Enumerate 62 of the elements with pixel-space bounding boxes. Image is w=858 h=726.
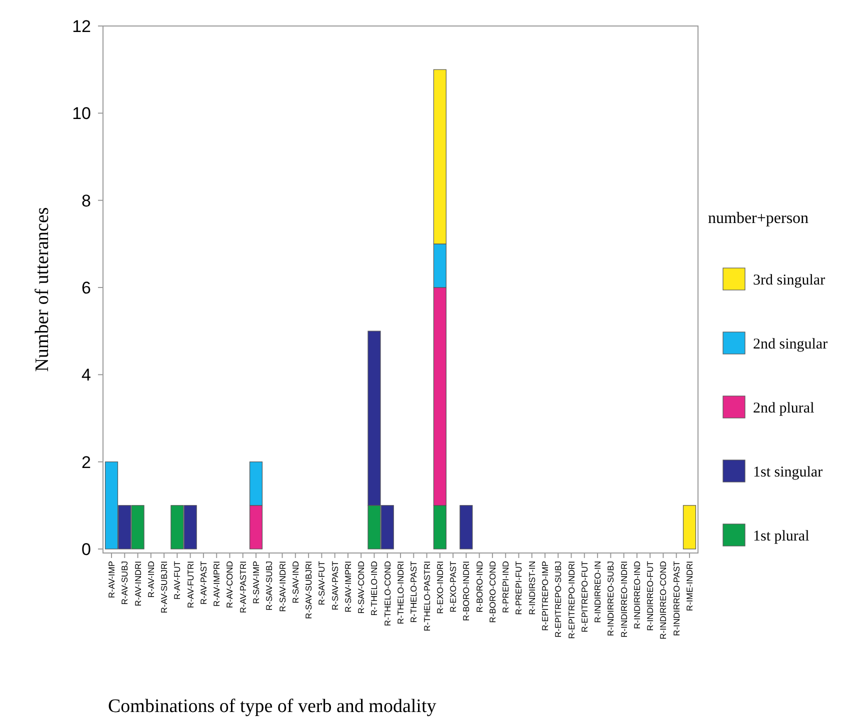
x-tick-label: R-BORO-INDRI [461,561,472,621]
x-tick-label: R-EPITREPO-INDRI [566,561,576,639]
x-tick-label: R-AV-PASTRI [238,561,248,614]
legend-label: 2nd plural [753,400,814,416]
x-tick-label: R-SAV-IMPRI [342,561,353,612]
x-tick-label: R-SAV-INDRI [277,561,288,612]
x-tick-label: R-PREPI-IND [500,561,511,613]
x-tick-label: R-AV-SUBJ [120,561,130,605]
legend-title: number+person [708,210,809,227]
x-tick-label: R-SAV-SUBJ [264,561,274,610]
bar [682,505,696,550]
y-tick-label: 12 [72,16,91,36]
x-tick-label: R-SAV-IMP [251,560,261,604]
x-tick-label: R-THELO-IND [369,561,380,616]
y-tick-label: 2 [82,452,91,472]
x-tick-label: R-THELO-PASTRI [422,561,432,632]
x-tick-label: R-SAV-IND [290,561,300,604]
x-tick-label: R-INDIRREO-COND [658,561,668,640]
x-tick-label: R-EXO-PAST [448,561,458,612]
x-tick-label: R-INDIRREO-IND [632,561,642,629]
x-tick-label: R-EPITREPO-SUBJ [553,561,564,638]
x-tick-label: R-EPITREPO-FUT [579,561,590,632]
x-tick-label: R-INDIRREO-FUT [645,561,656,631]
x-tick-label: R-INDIRST-IN [526,561,537,615]
y-tick-label: 0 [82,540,91,559]
x-tick-label: R-THELO-PAST [408,561,419,623]
x-tick-label: R-BORO-COND [487,561,498,623]
x-tick-label: R-SAV-SUBJRI [304,561,314,619]
x-tick-label: R-AV-SUBJRI [159,561,170,614]
x-tick-label: R-AV-COND [224,561,235,608]
x-tick-label: R-AV-IND [146,561,156,598]
y-tick-label: 8 [82,191,91,210]
x-tick-label: R-BORO-IND [474,561,484,612]
x-tick-label: R-AV-IMPRI [212,561,222,607]
x-tick-label: R-SAV-COND [356,561,366,614]
bar [460,505,473,550]
x-tick-label: R-INDIRREO-INDRI [618,561,629,638]
x-tick-label: R-THELO-INDRI [396,561,406,624]
x-tick-label: R-AV-IMP [106,560,116,598]
x-tick-label: R-INDIRREO-SUBJ [606,561,616,636]
x-tick-label: R-AV-INDRI [132,561,143,606]
x-axis-title: Combinations of type of verb and modality [108,696,437,717]
y-tick-label: 10 [72,104,91,124]
x-tick-label: R-INDIRREO-IN [592,561,603,623]
x-tick-label: R-IME-INDRI [684,561,694,612]
x-tick-label: R-AV-FUT [172,561,182,600]
x-tick-label: R-AV-PAST [198,561,208,605]
x-tick-label: R-AV-FUTRI [185,561,196,608]
y-axis-title: Number of utterances [32,207,53,372]
legend-label: 1st plural [753,528,810,544]
x-tick-label: R-INDIRREO-PAST [671,561,682,636]
x-tick-label: R-THELO-COND [382,561,392,626]
x-tick-label: R-EPITREPO-IMP [540,560,550,631]
x-tick-label: R-EXO-INDRI [434,561,445,614]
legend-label: 1st singular [753,464,823,480]
x-tick-label: R-SAV-PAST [330,561,340,610]
y-tick-label: 6 [82,278,91,298]
legend-label: 2nd singular [753,336,828,352]
legend-label: 3rd singular [753,272,826,288]
y-tick-label: 4 [82,366,91,385]
x-tick-label: R-SAV-FUT [316,561,327,606]
x-tick-label: R-PREPI-FUT [514,561,524,615]
